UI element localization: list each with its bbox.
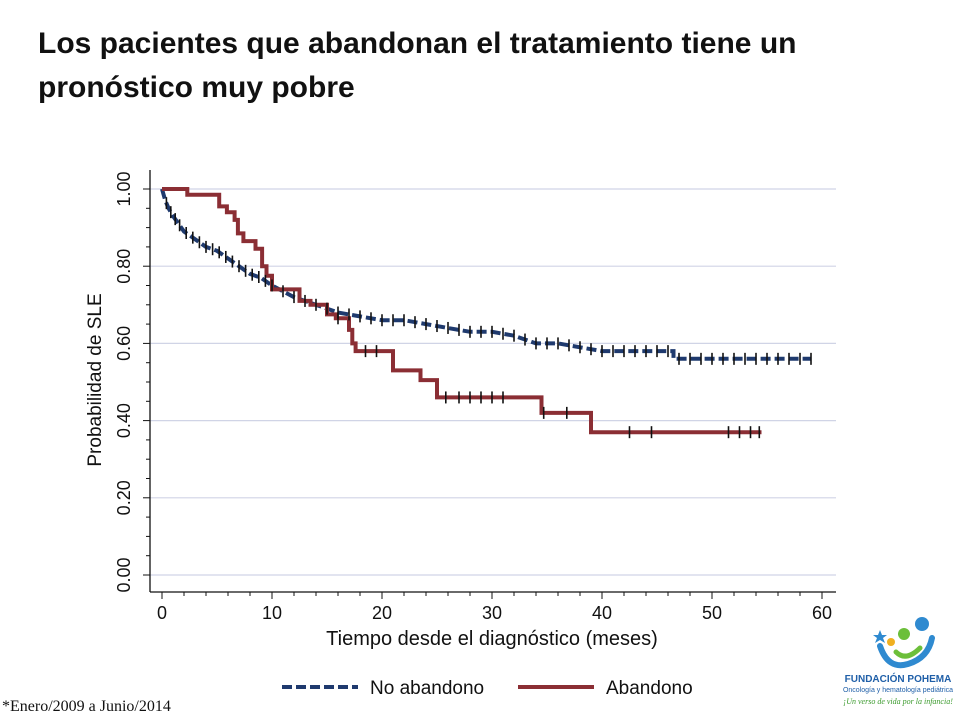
series-lines (160, 187, 811, 435)
slide-title: Los pacientes que abandonan el tratamien… (38, 27, 797, 104)
series-abandono-line (162, 187, 762, 435)
logo-name: FUNDACIÓN POHEMA (844, 674, 952, 685)
x-tick-label: 0 (157, 603, 167, 623)
censor-marks (165, 197, 812, 439)
y-tick-label: 0.00 (114, 557, 134, 592)
pohema-figure-icon (873, 617, 935, 669)
pohema-logo: FUNDACIÓN POHEMA Oncología y hematología… (836, 612, 960, 720)
logo-subtitle: Oncología y hematología pediátrica (842, 687, 954, 694)
gridlines (150, 188, 836, 576)
legend-label: Abandono (606, 678, 693, 699)
y-tick-label: 0.20 (114, 480, 134, 515)
x-tick-label: 10 (262, 603, 282, 623)
y-axis-label: Probabilidad de SLE (85, 293, 106, 466)
x-tick-label: 60 (812, 603, 832, 623)
y-tick-label: 0.60 (114, 326, 134, 361)
x-tick-label: 30 (482, 603, 502, 623)
legend-label: No abandono (370, 678, 484, 699)
y-tick-label: 0.40 (114, 403, 134, 438)
x-axis-label: Tiempo desde el diagnóstico (meses) (326, 628, 658, 650)
x-tick-label: 50 (702, 603, 722, 623)
x-tick-label: 40 (592, 603, 612, 623)
y-tick-label: 0.80 (114, 249, 134, 284)
footnote: *Enero/2009 a Junio/2014 (2, 698, 171, 715)
legend: No abandono Abandono (282, 678, 693, 699)
logo-tagline: ¡Un verso de vida por la infancia! (843, 697, 953, 706)
x-tick-label: 20 (372, 603, 392, 623)
y-tick-label: 1.00 (114, 171, 134, 206)
axes: 0.00 0.20 0.40 0.60 0.80 1.00 0 10 20 30 40 50 60 (114, 170, 836, 623)
